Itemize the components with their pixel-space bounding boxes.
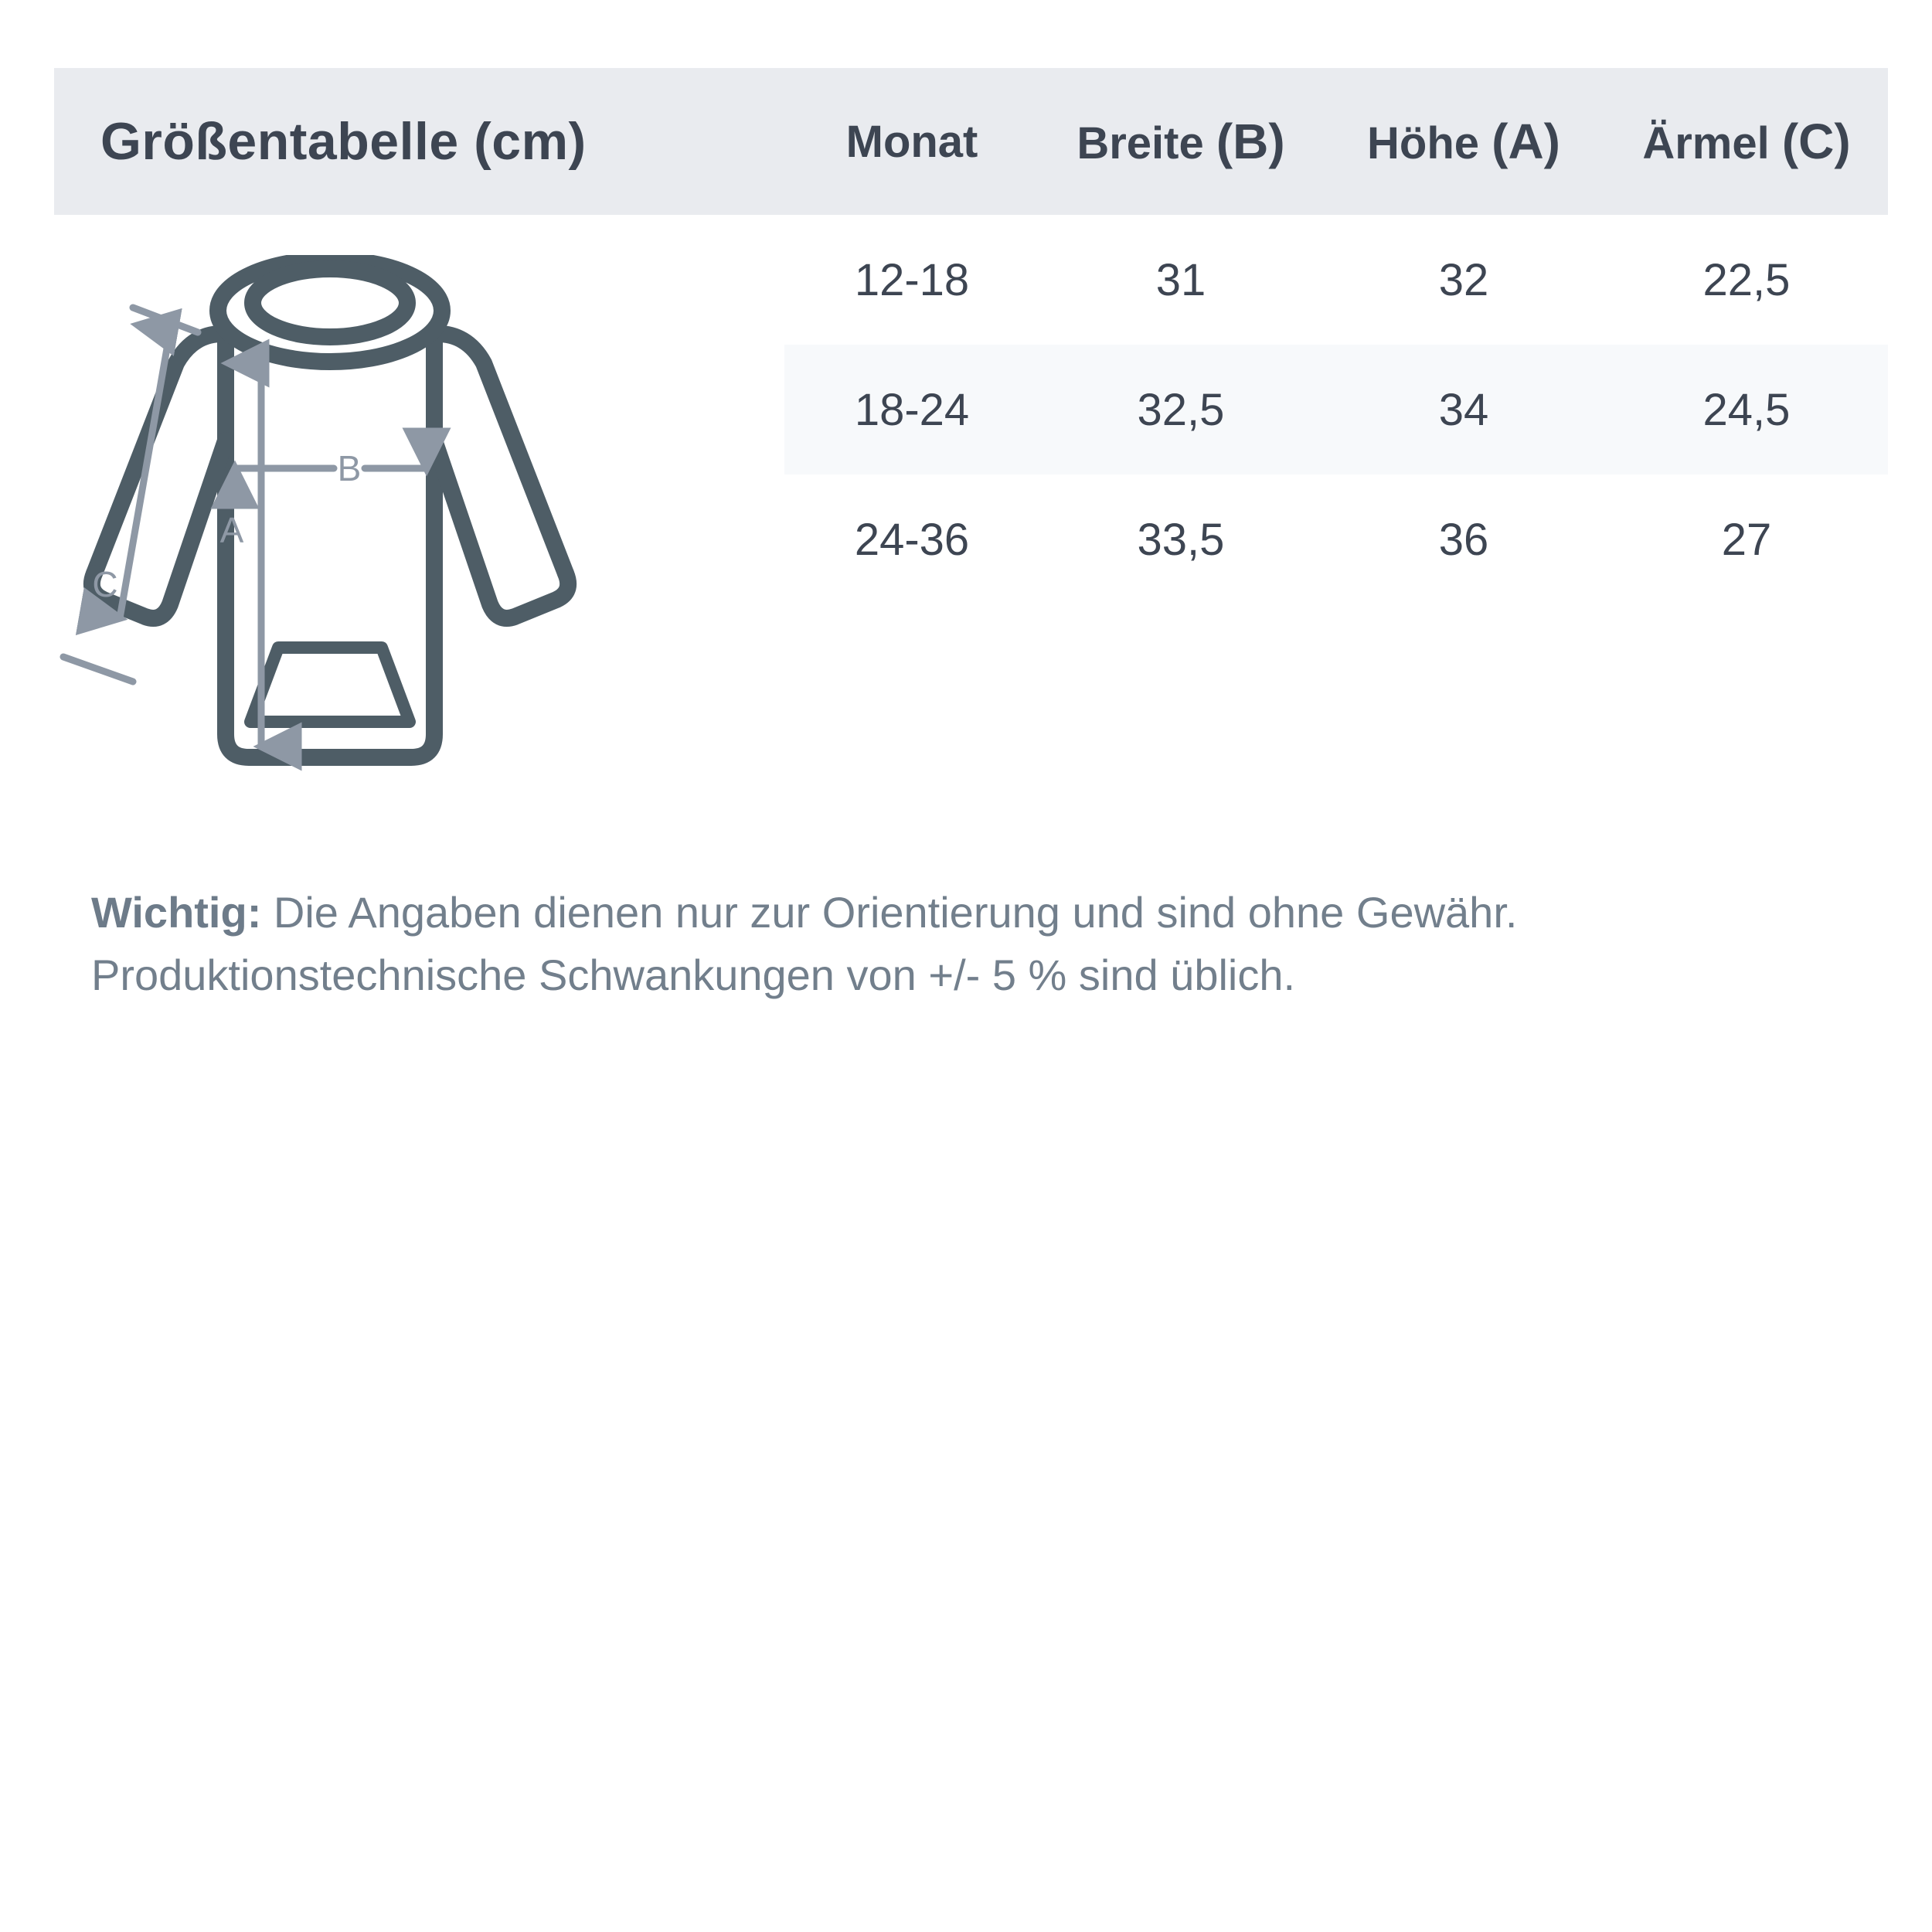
column-header-monat: Monat [784,68,1039,215]
page-title: Größentabelle (cm) [100,112,587,171]
cell-monat: 12-18 [784,215,1039,345]
cell-breite: 31 [1039,215,1322,345]
cell-aermel: 22,5 [1605,215,1888,345]
table-row: 12-18 31 32 22,5 [784,215,1888,345]
cell-hoehe: 34 [1322,345,1605,474]
cell-hoehe: 36 [1322,474,1605,604]
measure-a-label: A [220,510,244,550]
measure-b-label: B [338,448,362,488]
footnote: Wichtig: Die Angaben dienen nur zur Orie… [91,881,1869,1006]
column-header-aermel-label: Ärmel [1642,118,1770,168]
column-header-aermel-letter: (C) [1781,114,1851,169]
table-header: Monat Breite (B) Höhe (A) Ärmel (C) [784,68,1888,215]
column-header-breite: Breite (B) [1039,68,1322,215]
hoodie-measurement-diagram: C A B [46,255,788,842]
column-header-hoehe-letter: (A) [1492,114,1560,169]
hoodie-right-sleeve-cuff-icon [426,432,577,627]
column-header-hoehe: Höhe (A) [1322,68,1605,215]
measure-c-arrow [75,308,182,635]
measure-c-tick-bottom [60,653,137,685]
hoodie-right-sleeve-icon [426,325,574,582]
column-header-breite-letter: (B) [1216,114,1285,169]
cell-hoehe: 32 [1322,215,1605,345]
table-row: 18-24 32,5 34 24,5 [784,345,1888,474]
footnote-line-1-text: Die Angaben dienen nur zur Orientierung … [261,888,1518,937]
hoodie-hood-outer-icon [209,255,451,370]
column-header-breite-label: Breite [1077,118,1204,168]
table-header-row: Monat Breite (B) Höhe (A) Ärmel (C) [784,68,1888,215]
hoodie-hood-inner-icon [244,260,416,345]
table-row: 24-36 33,5 36 27 [784,474,1888,604]
cell-breite: 33,5 [1039,474,1322,604]
measure-c-label: C [92,564,117,604]
measurement-annotations: C A B [60,304,451,771]
footnote-line-1: Wichtig: Die Angaben dienen nur zur Orie… [91,881,1869,944]
hoodie-outline [83,255,577,766]
cell-aermel: 24,5 [1605,345,1888,474]
hoodie-pocket-icon [244,641,416,728]
cell-breite: 32,5 [1039,345,1322,474]
cell-monat: 18-24 [784,345,1039,474]
column-header-monat-label: Monat [845,116,978,167]
cell-monat: 24-36 [784,474,1039,604]
table-body: 12-18 31 32 22,5 18-24 32,5 34 24,5 24-3… [784,215,1888,604]
footnote-lead: Wichtig: [91,888,262,937]
cell-aermel: 27 [1605,474,1888,604]
column-header-hoehe-label: Höhe [1367,118,1480,168]
measure-c-tick-top [129,304,202,336]
hoodie-diagram-svg: C A B [60,255,577,771]
size-table: Monat Breite (B) Höhe (A) Ärmel (C) 12-1… [784,68,1888,604]
footnote-line-2: Produktionstechnische Schwankungen von +… [91,951,1296,1000]
column-header-aermel: Ärmel (C) [1605,68,1888,215]
